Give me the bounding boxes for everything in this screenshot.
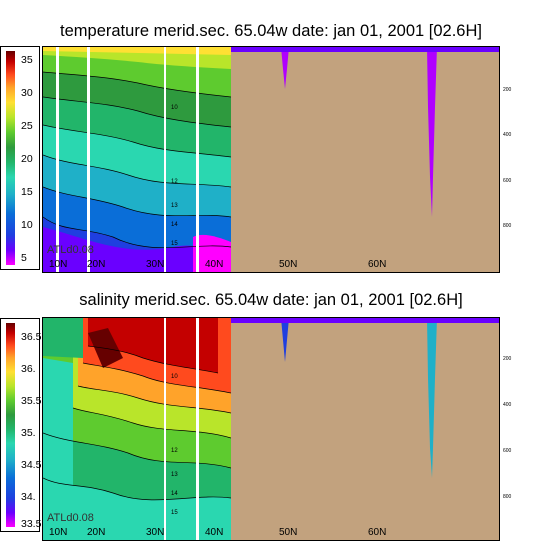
contour-label: 10 bbox=[171, 105, 178, 111]
channel bbox=[427, 47, 437, 217]
gap-stripe bbox=[56, 47, 59, 272]
x-tick-label: 40N bbox=[205, 527, 224, 538]
colorbar-tick-label: 10 bbox=[21, 219, 33, 231]
colorbar-tick-label: 36. bbox=[21, 363, 36, 375]
section-svg bbox=[43, 47, 499, 272]
depth-tick-label: 800 bbox=[503, 494, 512, 500]
layer-band bbox=[88, 318, 218, 373]
x-tick-label: 50N bbox=[279, 259, 298, 270]
colorbar-tick-label: 30 bbox=[21, 87, 33, 99]
channel bbox=[427, 318, 437, 478]
colorbar-tick-label: 34.5 bbox=[21, 459, 42, 471]
layer-band bbox=[193, 234, 231, 272]
contour-label: 12 bbox=[171, 448, 178, 454]
depth-tick-label: 200 bbox=[503, 87, 512, 93]
colorbar-gradient bbox=[6, 323, 15, 527]
section-plot: 10 12 13 14 15 ATLd0.08 10N 20N 30N 40N … bbox=[42, 46, 500, 273]
gap-stripe bbox=[164, 318, 166, 540]
depth-tick-label: 600 bbox=[503, 448, 512, 454]
contour-label: 12 bbox=[171, 179, 178, 185]
land-mass bbox=[231, 47, 499, 272]
colorbar-tick-label: 36.5 bbox=[21, 331, 42, 343]
x-tick-label: 10N bbox=[49, 259, 68, 270]
layer-band bbox=[43, 318, 83, 358]
contour-label: 13 bbox=[171, 472, 178, 478]
section-svg bbox=[43, 318, 499, 540]
x-tick-label: 40N bbox=[205, 259, 224, 270]
x-tick-label: 60N bbox=[368, 527, 387, 538]
panel-title: salinity merid.sec. 65.04w date: jan 01,… bbox=[79, 291, 463, 309]
x-tick-label: 20N bbox=[87, 527, 106, 538]
depth-tick-label: 800 bbox=[503, 223, 512, 229]
channel bbox=[281, 318, 289, 362]
colorbar-gradient bbox=[6, 51, 15, 265]
panel-title: temperature merid.sec. 65.04w date: jan … bbox=[60, 22, 482, 40]
gap-stripe bbox=[196, 318, 199, 540]
layer-band bbox=[43, 358, 73, 540]
colorbar-tick-label: 35.5 bbox=[21, 395, 42, 407]
colorbar-tick-label: 25 bbox=[21, 120, 33, 132]
surface-strip bbox=[231, 47, 499, 52]
gap-stripe bbox=[87, 47, 90, 272]
depth-tick-label: 600 bbox=[503, 178, 512, 184]
x-tick-label: 50N bbox=[279, 527, 298, 538]
colorbar-tick-label: 15 bbox=[21, 186, 33, 198]
contour-label: 10 bbox=[171, 374, 178, 380]
x-tick-label: 20N bbox=[87, 259, 106, 270]
contour-label: 14 bbox=[171, 491, 178, 497]
x-tick-label: 30N bbox=[146, 527, 165, 538]
model-stamp: ATLd0.08 bbox=[47, 512, 94, 524]
contour-label: 15 bbox=[171, 241, 178, 247]
depth-tick-label: 400 bbox=[503, 132, 512, 138]
colorbar-tick-label: 34. bbox=[21, 491, 36, 503]
gap-stripe bbox=[196, 47, 199, 272]
channel bbox=[281, 47, 289, 89]
land-mass bbox=[231, 318, 499, 540]
colorbar: 35 30 25 20 15 10 5 bbox=[0, 46, 40, 270]
contour-label: 13 bbox=[171, 203, 178, 209]
contour-label: 15 bbox=[171, 510, 178, 516]
x-tick-label: 60N bbox=[368, 259, 387, 270]
colorbar-tick-label: 20 bbox=[21, 153, 33, 165]
x-tick-label: 30N bbox=[146, 259, 165, 270]
contour-label: 14 bbox=[171, 222, 178, 228]
colorbar-tick-label: 33.5 bbox=[21, 518, 42, 530]
x-tick-label: 10N bbox=[49, 527, 68, 538]
section-plot: 10 12 13 14 15 ATLd0.08 10N 20N 30N 40N … bbox=[42, 317, 500, 541]
colorbar-tick-label: 5 bbox=[21, 252, 27, 264]
colorbar-tick-label: 35. bbox=[21, 427, 36, 439]
surface-strip bbox=[231, 318, 499, 323]
layer-band bbox=[88, 328, 123, 368]
depth-tick-label: 200 bbox=[503, 356, 512, 362]
colorbar-tick-label: 35 bbox=[21, 54, 33, 66]
gap-stripe bbox=[164, 47, 166, 272]
colorbar: 36.5 36. 35.5 35. 34.5 34. 33.5 bbox=[0, 318, 42, 532]
model-stamp: ATLd0.08 bbox=[47, 244, 94, 256]
depth-tick-label: 400 bbox=[503, 402, 512, 408]
